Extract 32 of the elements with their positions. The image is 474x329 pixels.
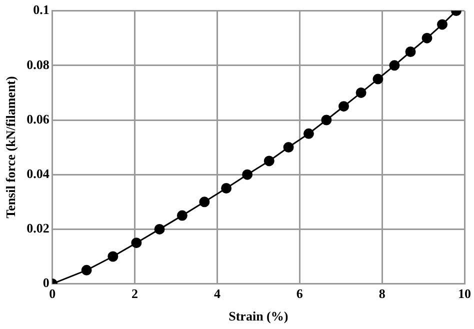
point	[264, 156, 274, 166]
point	[221, 183, 232, 194]
point	[242, 169, 253, 180]
y-tick-label: 0.06	[26, 111, 50, 126]
x-tick-label: 8	[378, 286, 386, 301]
y-tick-label: 0.08	[26, 56, 50, 72]
y-tick-label: 0.1	[33, 2, 50, 18]
point	[389, 60, 400, 71]
point	[303, 128, 314, 139]
y-tick-label: 0	[42, 275, 50, 290]
point	[108, 251, 118, 262]
point	[131, 238, 142, 248]
point	[81, 264, 92, 276]
x-tick-label: 10	[458, 286, 471, 301]
x-tick-label: 6	[296, 286, 304, 301]
point	[372, 74, 384, 84]
point	[321, 114, 332, 126]
point	[338, 101, 349, 112]
point	[199, 196, 210, 208]
x-tick-label: 2	[132, 286, 138, 301]
x-axis-title: Strain (%)	[228, 308, 288, 324]
y-tick-label: 0.02	[26, 220, 50, 236]
point	[154, 224, 165, 234]
y-tick-label: 0.04	[26, 166, 50, 181]
point	[356, 87, 366, 98]
point	[176, 210, 188, 221]
x-tick-label: 4	[214, 286, 221, 301]
point	[422, 32, 432, 44]
y-axis-title: Tensil force (kN/filament)	[3, 76, 18, 218]
point	[283, 142, 294, 153]
point	[436, 19, 448, 30]
point	[405, 46, 416, 57]
